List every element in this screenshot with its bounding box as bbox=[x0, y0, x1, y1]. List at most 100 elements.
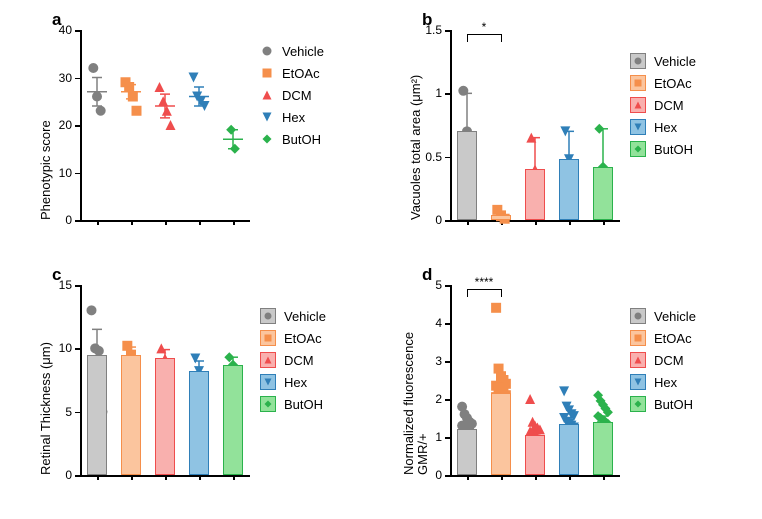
legend-item: Vehicle bbox=[260, 40, 324, 62]
figure-root: a010203040Phenotypic scoreVehicleEtOAcDC… bbox=[0, 0, 762, 519]
bar-etoac bbox=[491, 215, 511, 220]
point-vehicle bbox=[88, 63, 98, 73]
legend-item: Vehicle bbox=[630, 50, 696, 72]
point-dcm bbox=[154, 82, 164, 92]
legend-label: Vehicle bbox=[284, 309, 326, 324]
bar-etoac bbox=[121, 355, 141, 475]
legend-swatch bbox=[260, 88, 274, 102]
legend-swatch bbox=[630, 352, 646, 368]
legend-item: ButOH bbox=[630, 138, 696, 160]
legend-item: EtOAc bbox=[630, 327, 696, 349]
bar-etoac bbox=[491, 393, 511, 475]
legend-item: DCM bbox=[260, 349, 326, 371]
point-etoac bbox=[124, 82, 134, 92]
bar-dcm bbox=[525, 435, 545, 475]
sig-bracket bbox=[467, 289, 468, 297]
point-etoac bbox=[491, 303, 501, 313]
point-vehicle bbox=[96, 106, 106, 116]
point-hex bbox=[559, 386, 569, 396]
point-etoac bbox=[128, 92, 138, 102]
legend-item: EtOAc bbox=[260, 62, 324, 84]
panel-b: b00.511.5Vacuoles total area (μm²)*Vehic… bbox=[390, 10, 750, 250]
legend-label: ButOH bbox=[654, 142, 693, 157]
legend-swatch bbox=[260, 352, 276, 368]
legend-swatch bbox=[630, 53, 646, 69]
legend: Vehicle EtOAc DCM Hex ButOH bbox=[260, 40, 324, 150]
point-vehicle bbox=[92, 92, 102, 102]
legend-item: EtOAc bbox=[630, 72, 696, 94]
legend-item: Vehicle bbox=[630, 305, 696, 327]
legend-swatch bbox=[260, 374, 276, 390]
bar-dcm bbox=[525, 169, 545, 220]
bar-butoh bbox=[593, 167, 613, 220]
legend-item: DCM bbox=[260, 84, 324, 106]
legend-item: ButOH bbox=[260, 393, 326, 415]
legend-swatch bbox=[260, 44, 274, 58]
legend-label: Hex bbox=[284, 375, 307, 390]
legend-swatch bbox=[630, 330, 646, 346]
legend-label: EtOAc bbox=[284, 331, 322, 346]
legend-swatch bbox=[630, 308, 646, 324]
legend-swatch bbox=[260, 110, 274, 124]
point-dcm bbox=[158, 96, 168, 106]
bar-hex bbox=[559, 159, 579, 220]
legend-label: ButOH bbox=[654, 397, 693, 412]
legend-label: Vehicle bbox=[654, 54, 696, 69]
legend-item: Vehicle bbox=[260, 305, 326, 327]
bar-butoh bbox=[223, 365, 243, 475]
legend-swatch bbox=[260, 132, 274, 146]
legend-label: Hex bbox=[282, 110, 305, 125]
legend-swatch bbox=[260, 308, 276, 324]
legend-label: EtOAc bbox=[654, 331, 692, 346]
sig-text: **** bbox=[464, 275, 504, 289]
legend-swatch bbox=[260, 330, 276, 346]
legend-item: EtOAc bbox=[260, 327, 326, 349]
legend-swatch bbox=[630, 374, 646, 390]
legend-item: Hex bbox=[260, 106, 324, 128]
legend-label: Hex bbox=[654, 120, 677, 135]
legend-label: DCM bbox=[654, 98, 684, 113]
legend-item: DCM bbox=[630, 94, 696, 116]
legend-label: ButOH bbox=[282, 132, 321, 147]
point-dcm bbox=[525, 394, 535, 404]
bar-vehicle bbox=[87, 355, 107, 475]
point-dcm bbox=[166, 120, 176, 130]
legend-swatch bbox=[260, 66, 274, 80]
sig-bracket bbox=[467, 34, 468, 42]
legend-label: ButOH bbox=[284, 397, 323, 412]
legend-label: EtOAc bbox=[654, 76, 692, 91]
legend-swatch bbox=[260, 396, 276, 412]
legend-label: Hex bbox=[654, 375, 677, 390]
legend-item: DCM bbox=[630, 349, 696, 371]
point-dcm bbox=[156, 343, 166, 353]
panel-a: a010203040Phenotypic scoreVehicleEtOAcDC… bbox=[20, 10, 380, 250]
point-butoh bbox=[230, 144, 240, 154]
legend: Vehicle EtOAc DCM Hex ButOH bbox=[630, 305, 696, 415]
legend-label: Vehicle bbox=[282, 44, 324, 59]
legend-label: DCM bbox=[654, 353, 684, 368]
legend-swatch bbox=[630, 141, 646, 157]
point-etoac bbox=[132, 106, 142, 116]
legend-label: EtOAc bbox=[282, 66, 320, 81]
sig-text: * bbox=[464, 20, 504, 34]
bar-hex bbox=[189, 371, 209, 475]
legend-label: Vehicle bbox=[654, 309, 696, 324]
legend: Vehicle EtOAc DCM Hex ButOH bbox=[260, 305, 326, 415]
legend-label: DCM bbox=[284, 353, 314, 368]
point-dcm bbox=[162, 106, 172, 116]
legend: Vehicle EtOAc DCM Hex ButOH bbox=[630, 50, 696, 160]
point-vehicle bbox=[458, 86, 468, 96]
legend-item: Hex bbox=[630, 116, 696, 138]
point-butoh bbox=[226, 125, 236, 135]
legend-item: ButOH bbox=[260, 128, 324, 150]
plot-svg bbox=[20, 10, 380, 250]
sig-bracket bbox=[467, 34, 501, 35]
bar-hex bbox=[559, 424, 579, 475]
legend-item: Hex bbox=[630, 371, 696, 393]
legend-item: ButOH bbox=[630, 393, 696, 415]
legend-swatch bbox=[630, 75, 646, 91]
bar-dcm bbox=[155, 358, 175, 475]
point-hex bbox=[188, 73, 198, 83]
legend-item: Hex bbox=[260, 371, 326, 393]
panel-d: d012345Normalized fluorescenceGMR/+****V… bbox=[390, 265, 750, 505]
